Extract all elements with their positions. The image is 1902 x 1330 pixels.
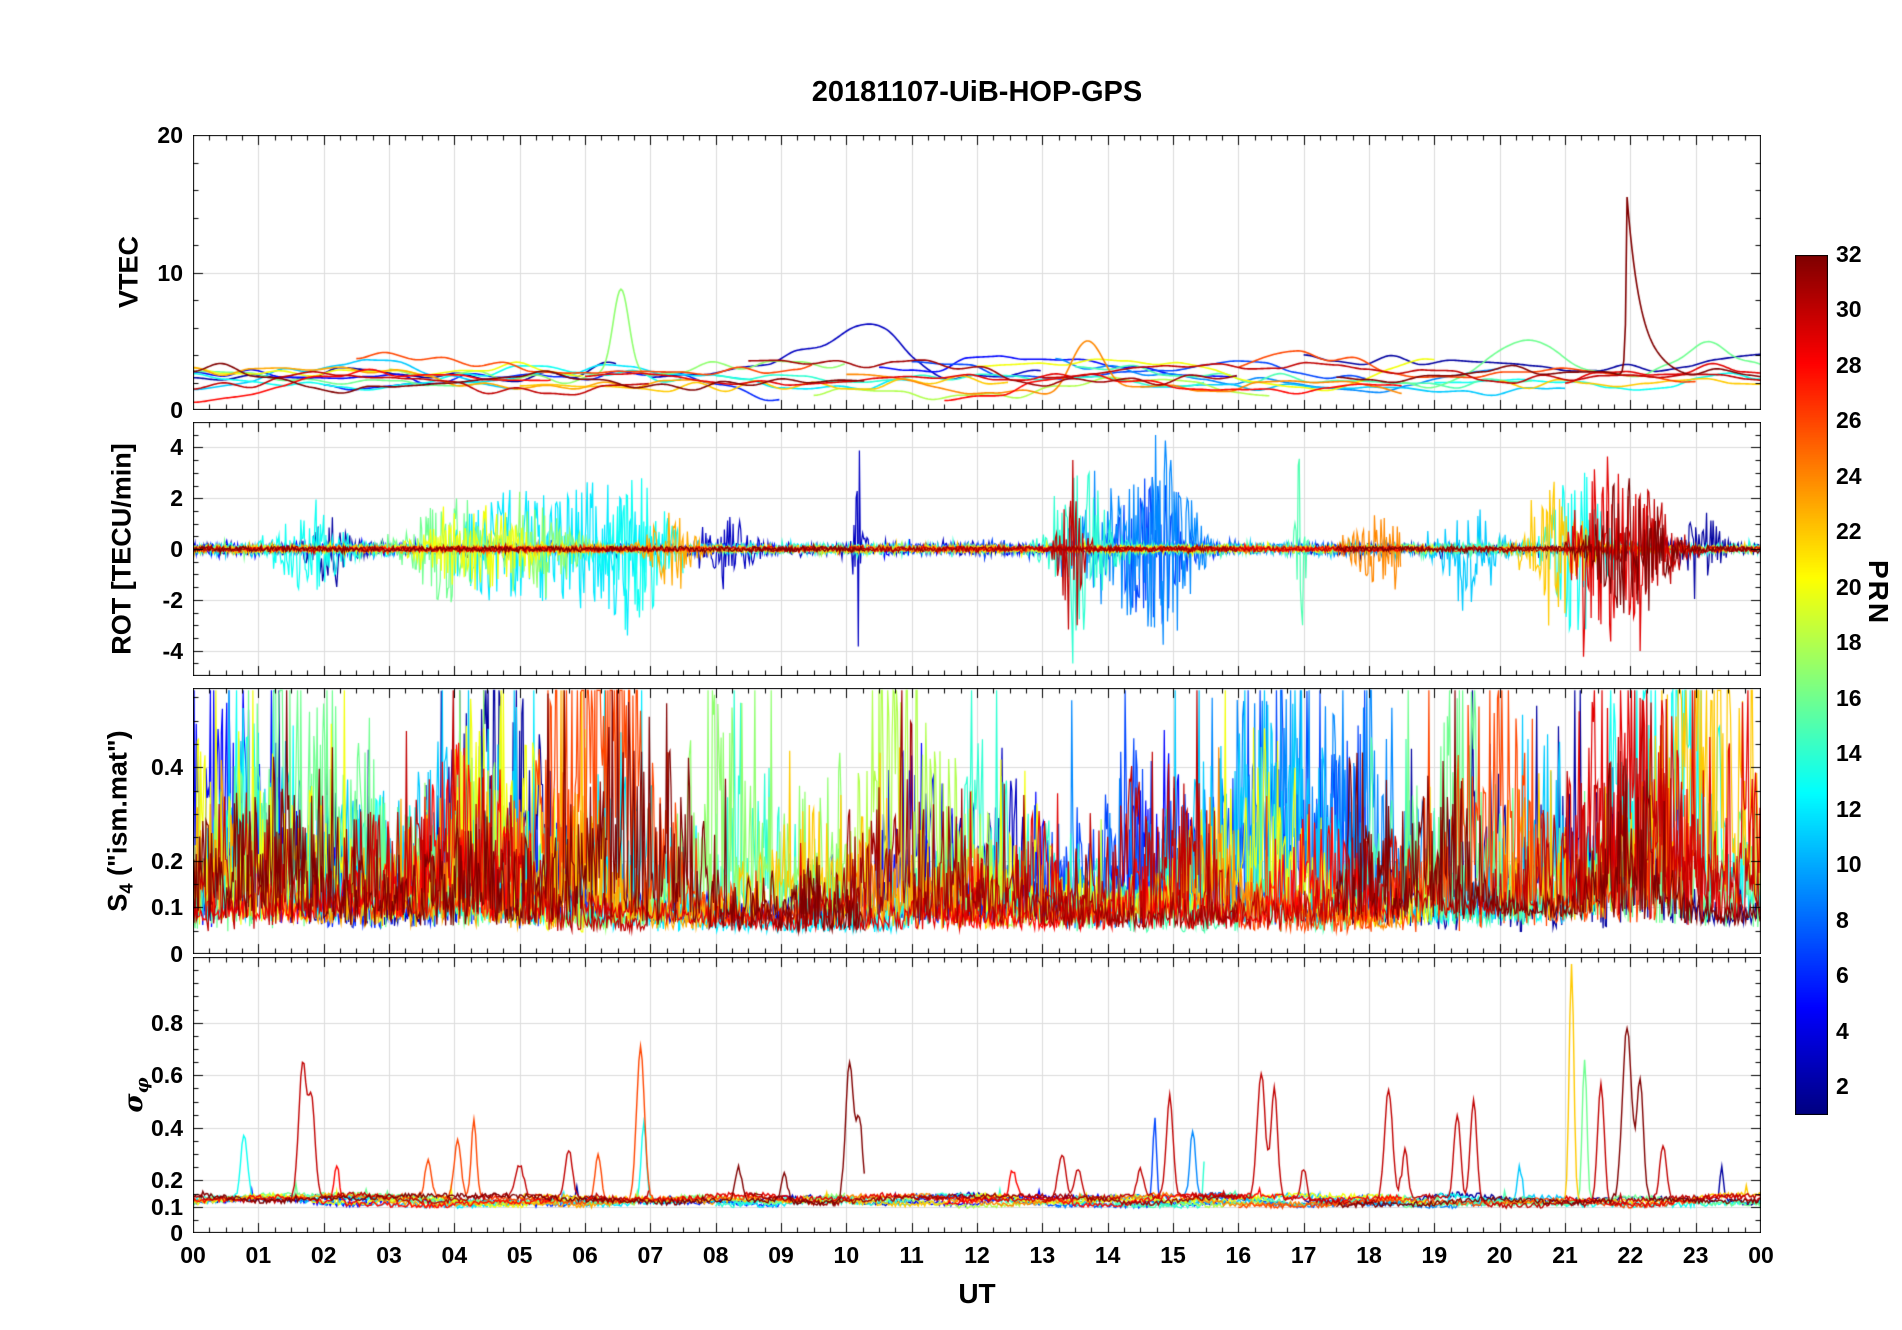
x-tick-label: 03 (376, 1242, 402, 1268)
y-tick-label: 20 (157, 122, 183, 148)
vtec-panel-canvas (193, 135, 1761, 410)
x-tick-label: 04 (441, 1242, 468, 1268)
x-tick-label: 08 (702, 1242, 729, 1268)
x-tick-label: 02 (310, 1242, 337, 1268)
x-tick-label: 09 (768, 1242, 794, 1268)
y-tick-label: 0 (170, 536, 183, 562)
x-tick-label: 06 (572, 1242, 598, 1268)
x-tick-label: 11 (899, 1242, 924, 1268)
colorbar-tick-label: 2 (1836, 1073, 1849, 1100)
colorbar-tick-label: 16 (1836, 684, 1862, 711)
x-tick-label: 14 (1094, 1242, 1121, 1268)
colorbar-tick-label: 26 (1836, 407, 1862, 434)
x-tick-label: 17 (1290, 1242, 1317, 1268)
s4-panel-canvas (193, 688, 1761, 954)
colorbar-tick-label: 20 (1836, 573, 1862, 600)
x-tick-label: 00 (180, 1242, 206, 1268)
x-tick-label: 22 (1617, 1242, 1644, 1268)
colorbar-tick-label: 30 (1836, 296, 1862, 323)
x-tick-label: 21 (1552, 1242, 1578, 1268)
colorbar-tick-label: 10 (1836, 851, 1862, 878)
y-tick-label: -2 (162, 586, 183, 613)
colorbar-tick-label: 12 (1836, 795, 1862, 822)
y-tick-label: 4 (170, 434, 183, 461)
x-tick-label: 05 (506, 1242, 533, 1268)
x-tick-label: 00 (1748, 1242, 1774, 1268)
chart-title: 20181107-UiB-HOP-GPS (811, 76, 1143, 108)
colorbar-label: PRN (1863, 560, 1894, 626)
y-tick-label: 0.1 (151, 894, 183, 921)
x-tick-label: 10 (833, 1242, 860, 1268)
y-tick-label: 10 (157, 259, 183, 286)
x-tick-label: 23 (1682, 1242, 1709, 1268)
y-label-s4-sub: 4 (115, 883, 137, 894)
colorbar-tick-label: 18 (1836, 629, 1862, 656)
y-tick-label: -4 (162, 637, 183, 664)
x-tick-label: 12 (964, 1242, 990, 1268)
y-tick-label: 0 (170, 1220, 183, 1246)
x-tick-label: 13 (1029, 1242, 1056, 1268)
prn-colorbar (1795, 255, 1828, 1115)
colorbar-tick-label: 4 (1836, 1017, 1849, 1044)
colorbar-tick-label: 24 (1836, 462, 1862, 489)
y-tick-label: 0.6 (151, 1062, 183, 1089)
y-tick-label: 0.4 (151, 754, 183, 781)
y-label-sigma-main: σ (118, 1093, 149, 1113)
x-tick-label: 20 (1486, 1242, 1513, 1268)
y-tick-label: 0.2 (151, 847, 183, 874)
colorbar-tick-label: 22 (1836, 518, 1862, 545)
x-tick-label: 01 (245, 1242, 272, 1268)
x-tick-label: 19 (1421, 1242, 1448, 1268)
rot-panel-canvas (193, 422, 1761, 676)
x-tick-label: 18 (1356, 1242, 1382, 1268)
colorbar-tick-label: 8 (1836, 906, 1849, 933)
x-axis-label: UT (958, 1278, 996, 1309)
y-tick-label: 0 (170, 397, 183, 423)
y-tick-label: 0 (170, 941, 183, 967)
x-tick-label: 15 (1160, 1242, 1186, 1268)
x-tick-label: 16 (1225, 1242, 1252, 1268)
y-tick-label: 0.2 (151, 1167, 183, 1194)
x-tick-label: 07 (637, 1242, 664, 1268)
sigma-phi-panel-canvas (193, 957, 1761, 1233)
y-tick-label: 0.1 (151, 1193, 183, 1220)
colorbar-tick-label: 6 (1836, 962, 1849, 989)
y-tick-label: 2 (170, 485, 183, 512)
y-tick-label: 0.8 (151, 1009, 183, 1036)
colorbar-tick-label: 28 (1836, 351, 1862, 378)
y-tick-label: 0.4 (151, 1114, 183, 1141)
colorbar-tick-label: 14 (1836, 740, 1862, 767)
colorbar-tick-label: 32 (1836, 241, 1862, 267)
